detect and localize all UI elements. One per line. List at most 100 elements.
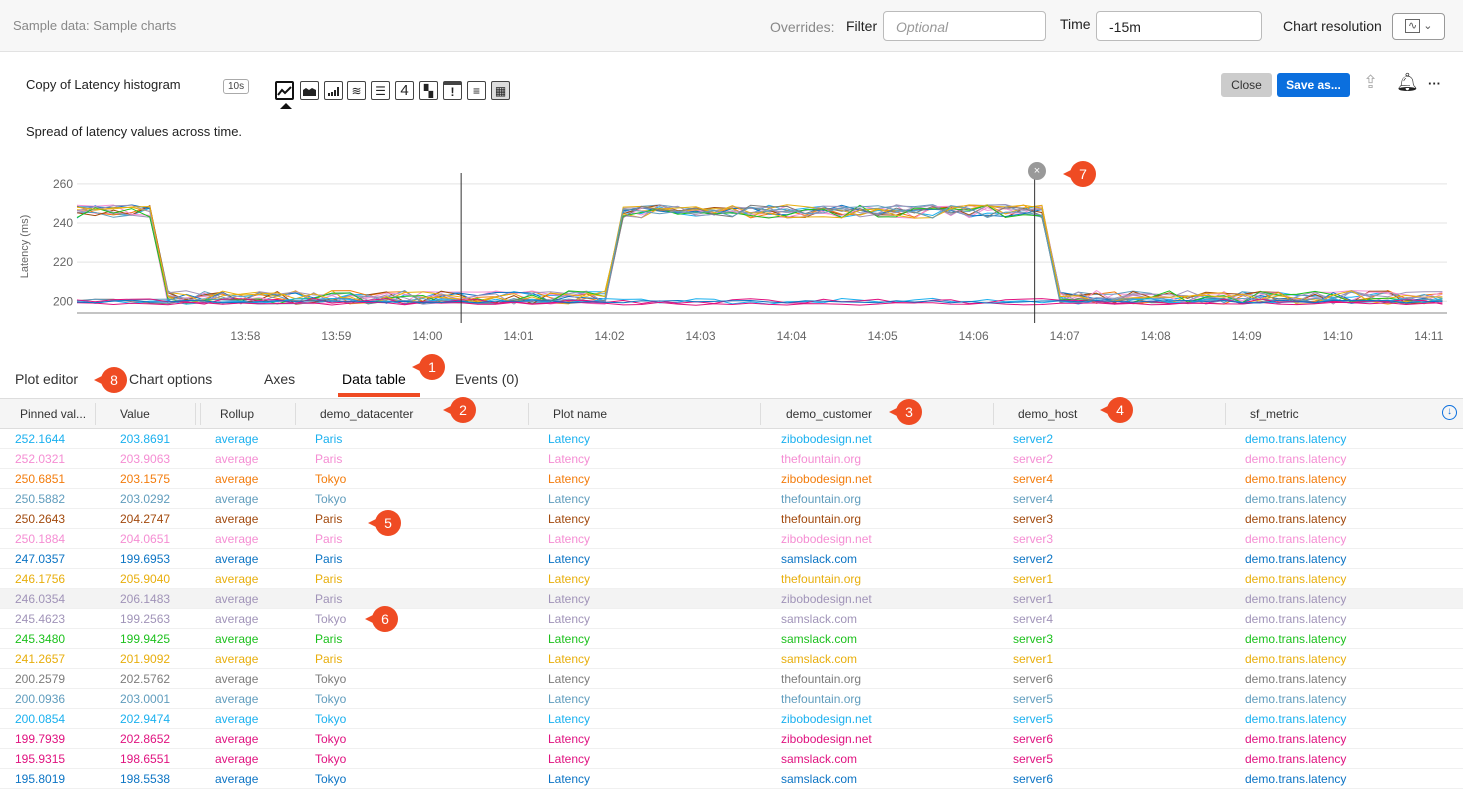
table-cell: 202.9474 (120, 712, 171, 726)
table-row[interactable]: 245.4623 199.2563 average Tokyo Latency samsl… (0, 609, 1463, 629)
download-icon[interactable]: ↓ (1442, 405, 1457, 420)
table-cell: Latency (548, 712, 591, 726)
event-feed-icon[interactable]: ! (443, 81, 462, 100)
x-tick-label: 14:07 (1050, 329, 1080, 343)
table-cell: zibobodesign.net (781, 432, 872, 446)
table-row[interactable]: 200.0854 202.9474 average Tokyo Latency zibob… (0, 709, 1463, 729)
table-icon[interactable]: ▦ (491, 81, 510, 100)
table-row[interactable]: 195.9315 198.6551 average Tokyo Latency samsl… (0, 749, 1463, 769)
table-row[interactable]: 199.7939 202.8652 average Tokyo Latency zibob… (0, 729, 1463, 749)
table-row[interactable]: 195.8019 198.5538 average Tokyo Latency samsl… (0, 769, 1463, 789)
column-header[interactable]: demo_datacenter (320, 407, 414, 421)
table-row[interactable]: 200.0936 203.0001 average Tokyo Latency thefo… (0, 689, 1463, 709)
close-button[interactable]: Close (1221, 73, 1272, 97)
table-row[interactable]: 250.5882 203.0292 average Tokyo Latency thefo… (0, 489, 1463, 509)
column-chart-icon[interactable] (324, 81, 343, 100)
list-icon[interactable]: ☰ (371, 81, 390, 100)
heatmap-icon[interactable]: ▚ (419, 81, 438, 100)
column-header[interactable]: Pinned val... (20, 407, 87, 421)
table-cell: average (215, 752, 259, 766)
table-cell: server1 (1013, 572, 1054, 586)
table-cell: Latency (548, 632, 591, 646)
table-row[interactable]: 245.3480 199.9425 average Paris Latency samsl… (0, 629, 1463, 649)
table-cell: zibobodesign.net (781, 732, 872, 746)
time-input[interactable]: -15m (1096, 11, 1262, 41)
chart-resolution-dropdown[interactable]: ∿ ⌄ (1392, 13, 1445, 40)
latency-chart[interactable]: 200 220 240 260 13:58 13:59 14:00 14:01 14:02 14:… (0, 155, 1463, 350)
column-header[interactable]: Rollup (220, 407, 255, 421)
column-header[interactable]: Value (120, 407, 150, 421)
table-cell: demo.trans.latency (1245, 672, 1347, 686)
histogram-icon[interactable]: ≋ (347, 81, 366, 100)
table-cell: 195.9315 (15, 752, 66, 766)
bell-icon[interactable]: 🔔︎ (1396, 72, 1419, 92)
table-cell: 250.1884 (15, 532, 66, 546)
column-header[interactable]: sf_metric (1250, 407, 1299, 421)
column-header[interactable]: demo_host (1018, 407, 1078, 421)
save-as-button[interactable]: Save as... (1277, 73, 1350, 97)
table-cell: average (215, 632, 259, 646)
table-cell: Latency (548, 472, 591, 486)
table-cell: 203.9063 (120, 452, 171, 466)
table-cell: Tokyo (315, 612, 347, 626)
table-cell: Tokyo (315, 492, 347, 506)
annotation-badge: 1 (412, 354, 445, 380)
chart-title: Copy of Latency histogram (26, 77, 181, 92)
area-chart-icon[interactable] (300, 81, 319, 100)
series-line (76, 204, 1443, 305)
single-value-icon[interactable]: 4 (395, 81, 414, 100)
table-row[interactable]: 241.2657 201.9092 average Paris Latency samsl… (0, 649, 1463, 669)
tab-axes[interactable]: Axes (264, 371, 296, 387)
tab-plot-editor[interactable]: Plot editor (15, 371, 79, 387)
table-cell: Latency (548, 652, 591, 666)
table-cell: thefountain.org (781, 452, 862, 466)
tab-events[interactable]: Events (0) (455, 371, 519, 387)
table-cell: 204.2747 (120, 512, 171, 526)
table-cell: demo.trans.latency (1245, 512, 1347, 526)
table-row[interactable]: 246.1756 205.9040 average Paris Latency thefo… (0, 569, 1463, 589)
series-line (76, 204, 1443, 305)
time-label: Time (1060, 16, 1091, 32)
unpin-close-icon[interactable]: × (1028, 162, 1046, 180)
x-tick-label: 13:58 (230, 329, 260, 343)
chart-resolution-label: Chart resolution (1283, 18, 1382, 34)
table-cell: Paris (315, 452, 343, 466)
filter-input[interactable]: Optional (883, 11, 1046, 41)
share-icon[interactable]: ⇪ (1363, 72, 1379, 92)
table-cell: server3 (1013, 512, 1054, 526)
table-cell: 198.5538 (120, 772, 171, 786)
table-cell: 250.2643 (15, 512, 66, 526)
series-line (76, 204, 1443, 305)
table-row[interactable]: 247.0357 199.6953 average Paris Latency samsl… (0, 549, 1463, 569)
interval-badge: 10s (223, 79, 250, 94)
x-tick-label: 14:04 (777, 329, 807, 343)
tab-chart-options[interactable]: Chart options (129, 371, 213, 387)
table-cell: average (215, 592, 259, 606)
table-row[interactable]: 252.1644 203.8691 average Paris Latency zibob… (0, 429, 1463, 449)
table-cell: Latency (548, 492, 591, 506)
table-cell: 199.7939 (15, 732, 66, 746)
table-cell: demo.trans.latency (1245, 772, 1347, 786)
table-cell: Latency (548, 752, 591, 766)
more-options-button[interactable]: ··· (1428, 76, 1441, 91)
table-cell: 200.0854 (15, 712, 66, 726)
series-line (76, 204, 1443, 305)
table-row[interactable]: 246.0354 206.1483 average Paris Latency zibob… (0, 589, 1463, 609)
column-header[interactable]: demo_customer (786, 407, 873, 421)
x-tick-label: 14:01 (503, 329, 533, 343)
table-row[interactable]: 200.2579 202.5762 average Tokyo Latency thefo… (0, 669, 1463, 689)
line-chart-icon[interactable] (275, 81, 294, 100)
table-row[interactable]: 250.2643 204.2747 average Paris Latency thefo… (0, 509, 1463, 529)
table-cell: samslack.com (781, 772, 858, 786)
table-cell: demo.trans.latency (1245, 472, 1347, 486)
y-axis-label: Latency (ms) (19, 215, 31, 279)
annotation-badge: 4 (1100, 397, 1133, 423)
table-cell: average (215, 672, 259, 686)
series-line (76, 297, 1443, 305)
column-header[interactable]: Plot name (553, 407, 608, 421)
table-row[interactable]: 250.6851 203.1575 average Tokyo Latency zibob… (0, 469, 1463, 489)
table-row[interactable]: 250.1884 204.0651 average Paris Latency zibob… (0, 529, 1463, 549)
text-icon[interactable]: ≡ (467, 81, 486, 100)
tab-data-table[interactable]: Data table (342, 371, 406, 387)
table-row[interactable]: 252.0321 203.9063 average Paris Latency thefo… (0, 449, 1463, 469)
